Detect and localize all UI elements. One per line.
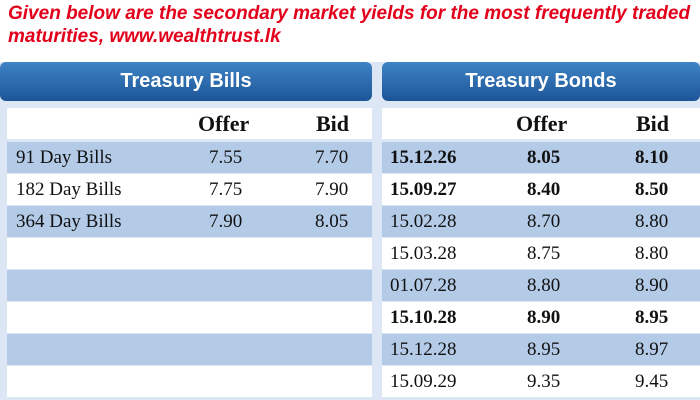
bond-bid: 9.45 (635, 371, 669, 392)
bond-bid: 8.50 (635, 179, 669, 200)
treasury-bills-header: Treasury Bills (0, 62, 372, 101)
table-row: 15.03.28 8.75 8.80 (0, 238, 700, 269)
bond-offer: 8.95 (527, 339, 561, 360)
bond-offer: 8.75 (527, 243, 561, 264)
table-row: 364 Day Bills 7.90 8.05 15.02.28 8.70 8.… (0, 206, 700, 237)
table-row: 15.09.29 9.35 9.45 (0, 366, 700, 397)
yields-table: Treasury Bills Treasury Bonds Offer Bid … (0, 62, 700, 400)
bond-bid: 8.95 (635, 307, 669, 328)
bond-bid: 8.90 (635, 275, 669, 296)
table-row: 15.10.28 8.90 8.95 (0, 302, 700, 333)
intro-text: Given below are the secondary market yie… (8, 3, 691, 47)
bond-bid: 8.10 (635, 147, 669, 168)
bill-name: 364 Day Bills (16, 211, 122, 232)
bond-offer: 9.35 (527, 371, 561, 392)
bond-offer: 8.80 (527, 275, 561, 296)
bond-offer: 8.70 (527, 211, 561, 232)
bills-bid-header: Bid (316, 111, 350, 136)
bond-offer: 8.05 (527, 147, 561, 168)
bill-offer: 7.55 (209, 147, 243, 168)
treasury-bonds-header: Treasury Bonds (382, 62, 700, 101)
bill-bid: 8.05 (315, 211, 349, 232)
bond-offer: 8.90 (527, 307, 561, 328)
bond-offer: 8.40 (527, 179, 561, 200)
table-row: 91 Day Bills 7.55 7.70 15.12.26 8.05 8.1… (0, 142, 700, 173)
bond-bid: 8.80 (635, 243, 669, 264)
table-row: 01.07.28 8.80 8.90 (0, 270, 700, 301)
bonds-bid-header: Bid (636, 111, 670, 136)
bond-bid: 8.80 (635, 211, 669, 232)
column-header-row: Offer Bid Offer Bid (0, 108, 700, 139)
bonds-offer-header: Offer (516, 111, 568, 136)
bond-maturity: 15.09.29 (390, 371, 457, 392)
table-row: 182 Day Bills 7.75 7.90 15.09.27 8.40 8.… (0, 174, 700, 205)
bill-offer: 7.90 (209, 211, 243, 232)
bond-maturity: 15.03.28 (390, 243, 457, 264)
bill-bid: 7.70 (315, 147, 349, 168)
bond-maturity: 15.09.27 (390, 179, 457, 200)
bond-maturity: 01.07.28 (390, 275, 457, 296)
bill-bid: 7.90 (315, 179, 349, 200)
bond-maturity: 15.10.28 (390, 307, 457, 328)
bond-maturity: 15.12.28 (390, 339, 457, 360)
bill-offer: 7.75 (209, 179, 243, 200)
bond-maturity: 15.02.28 (390, 211, 457, 232)
bond-bid: 8.97 (635, 339, 669, 360)
bond-maturity: 15.12.26 (390, 147, 457, 168)
bills-offer-header: Offer (198, 111, 250, 136)
bill-name: 182 Day Bills (16, 179, 122, 200)
bill-name: 91 Day Bills (16, 147, 113, 168)
table-row: 15.12.28 8.95 8.97 (0, 334, 700, 365)
